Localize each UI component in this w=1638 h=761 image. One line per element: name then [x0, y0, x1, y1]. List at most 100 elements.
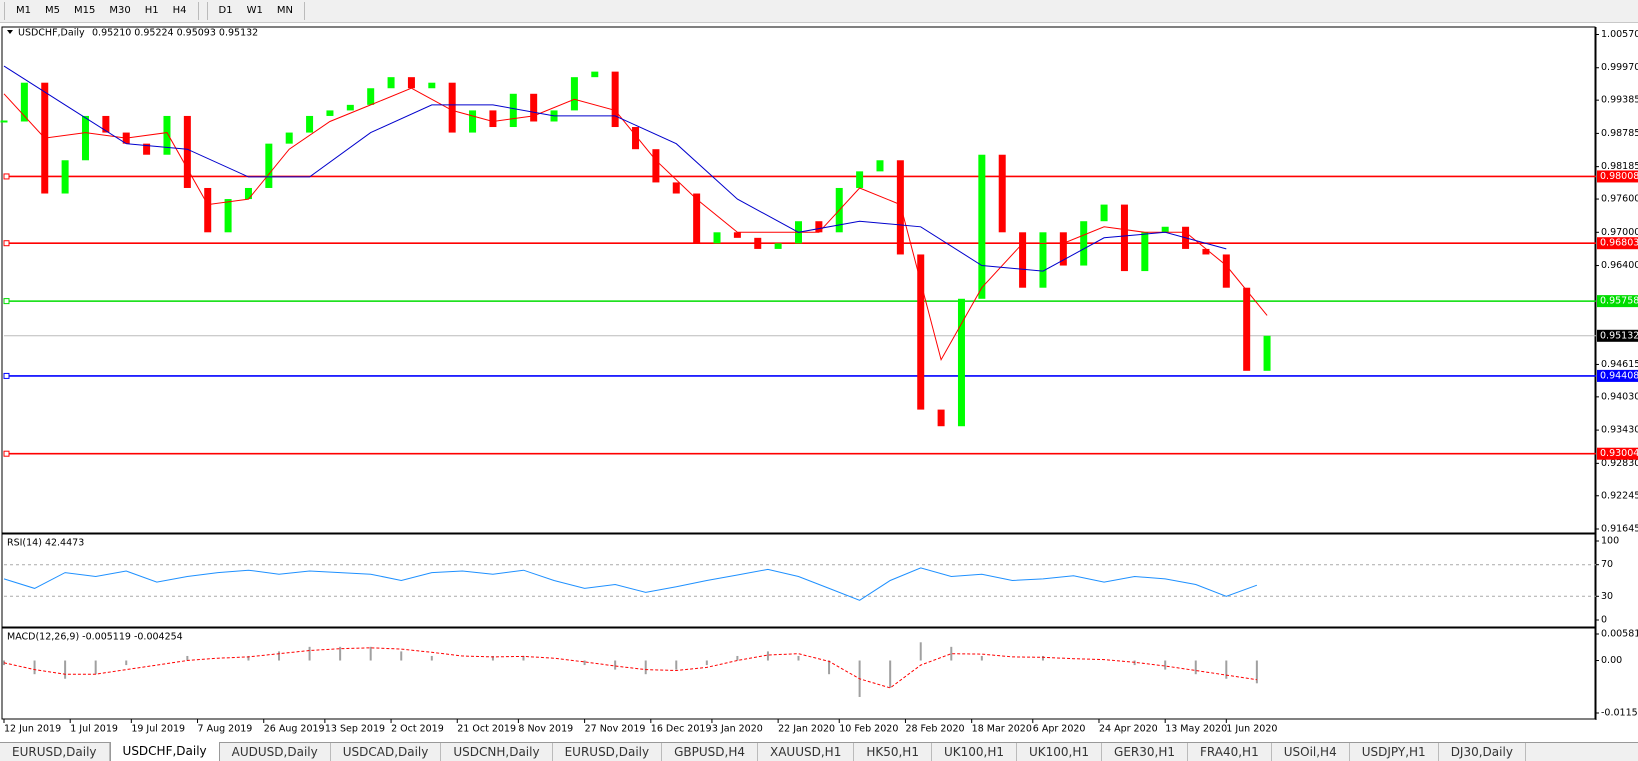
macd-signal: [3, 647, 1257, 689]
level-tag: [1597, 237, 1638, 250]
y-tick-label: 0.98185: [1601, 161, 1638, 172]
candle: [102, 115, 110, 133]
level-tag: [1597, 369, 1638, 382]
candle: [143, 143, 151, 155]
chart-tab[interactable]: USOil,H4: [1272, 743, 1350, 761]
candle: [326, 110, 334, 116]
candle: [1243, 287, 1251, 371]
candle: [183, 115, 191, 188]
y-tick-label: 0.97600: [1601, 194, 1638, 205]
chart-tab[interactable]: USDCNH,Daily: [441, 743, 553, 761]
x-tick-label: 13 May 2020: [1165, 724, 1227, 735]
candle: [917, 254, 925, 410]
chart-quote: 0.95210 0.95224 0.95093 0.95132: [92, 28, 258, 39]
x-tick-label: 1 Jun 2020: [1226, 724, 1277, 735]
level-tag: [1597, 329, 1638, 342]
timeframe-button[interactable]: M1: [16, 5, 31, 16]
x-tick-label: 19 Jul 2019: [131, 724, 185, 735]
indicator-title: RSI(14) 42.4473: [7, 538, 84, 549]
y-tick-label: 0.93430: [1601, 425, 1638, 436]
y-tick-label: 0.92830: [1601, 458, 1638, 469]
chart-tab[interactable]: USDCHF,Daily: [109, 742, 220, 761]
chart-tab[interactable]: GER30,H1: [1102, 743, 1188, 761]
y-tick-label: 0.99970: [1601, 62, 1638, 73]
candle: [591, 71, 599, 78]
level-label: 0.94408: [1600, 370, 1638, 381]
level-handle: [3, 450, 10, 457]
candle: [1100, 204, 1108, 222]
y-tick-label: 0: [1601, 615, 1607, 626]
timeframe-button[interactable]: H4: [172, 5, 187, 16]
level-label: 0.95132: [1600, 330, 1638, 341]
chart-window: 1.00570 0.99970 0.99385 0.98785 0.98185 0.976…: [0, 26, 1638, 735]
x-tick-label: 8 Nov 2019: [518, 724, 573, 735]
chart-tab[interactable]: EURUSD,Daily: [0, 743, 110, 761]
timeframe-button[interactable]: D1: [218, 5, 233, 16]
chart-tab[interactable]: DJ30,Daily: [1439, 743, 1526, 761]
x-tick-label: 24 Apr 2020: [1099, 724, 1158, 735]
level-label: 0.95758: [1600, 296, 1638, 307]
chart-tab[interactable]: USDJPY,H1: [1350, 743, 1439, 761]
timeframe-button[interactable]: M15: [74, 5, 96, 16]
level-tag: [1597, 170, 1638, 183]
candle: [876, 160, 884, 172]
candle: [1120, 204, 1128, 272]
chart-tab[interactable]: USDCAD,Daily: [331, 743, 442, 761]
separator: [197, 2, 199, 20]
indicator-title: MACD(12,26,9) -0.005119 -0.004254: [7, 632, 183, 643]
candle: [815, 221, 823, 233]
rsi-line: [3, 567, 1258, 601]
candle: [632, 127, 640, 150]
candle: [957, 298, 965, 427]
candle: [1161, 226, 1169, 233]
candle: [937, 409, 945, 427]
level-label: 0.98008: [1600, 171, 1638, 182]
candle: [61, 160, 69, 194]
y-tick-label: -0.011514: [1601, 708, 1638, 719]
y-tick-label: 0.99385: [1601, 95, 1638, 106]
x-tick-label: 21 Oct 2019: [457, 724, 516, 735]
x-tick-label: 12 Jun 2019: [4, 724, 61, 735]
y-tick-label: 0.91645: [1601, 524, 1638, 535]
menu-arrow: [7, 30, 13, 34]
candle: [611, 71, 619, 128]
timeframe-button[interactable]: M5: [45, 5, 60, 16]
chart-tab[interactable]: GBPUSD,H4: [662, 743, 758, 761]
candle: [998, 154, 1006, 233]
level-tag: [1597, 447, 1638, 460]
candle: [428, 82, 436, 89]
timeframe-button[interactable]: H1: [144, 5, 159, 16]
moving-average: [3, 65, 1227, 272]
separator: [303, 2, 305, 20]
timeframe-toolbar: M1 M5 M15 M30 H1 H4 D1 W1 MN: [0, 0, 1638, 23]
chart-tab[interactable]: AUDUSD,Daily: [220, 743, 331, 761]
timeframe-button[interactable]: MN: [276, 5, 293, 16]
candle: [346, 104, 354, 111]
chart-tab[interactable]: XAUUSD,H1: [758, 743, 855, 761]
x-tick-label: 28 Feb 2020: [905, 724, 964, 735]
candle: [1019, 232, 1027, 288]
panel-frame: [1, 26, 1596, 534]
x-tick-label: 7 Aug 2019: [198, 724, 253, 735]
chart-tab[interactable]: EURUSD,Daily: [553, 743, 663, 761]
level-handle: [3, 240, 10, 247]
candle: [530, 93, 538, 122]
chart-tab[interactable]: HK50,H1: [854, 743, 932, 761]
candle: [1222, 254, 1230, 288]
candle: [387, 77, 395, 89]
timeframe-button[interactable]: M30: [109, 5, 131, 16]
candle: [489, 110, 497, 128]
x-tick-label: 6 Apr 2020: [1033, 724, 1086, 735]
chart-tab[interactable]: FRA40,H1: [1188, 743, 1272, 761]
x-tick-label: 26 Aug 2019: [264, 724, 325, 735]
chart-tab[interactable]: UK100,H1: [1017, 743, 1103, 761]
level-handle: [3, 173, 10, 180]
candle: [1141, 232, 1149, 272]
timeframe-button[interactable]: W1: [246, 5, 263, 16]
candle: [652, 149, 660, 183]
y-tick-label: 0.005818: [1601, 629, 1638, 640]
chart-tab[interactable]: UK100,H1: [932, 743, 1017, 761]
candle: [285, 132, 293, 144]
level-handle: [3, 298, 10, 305]
